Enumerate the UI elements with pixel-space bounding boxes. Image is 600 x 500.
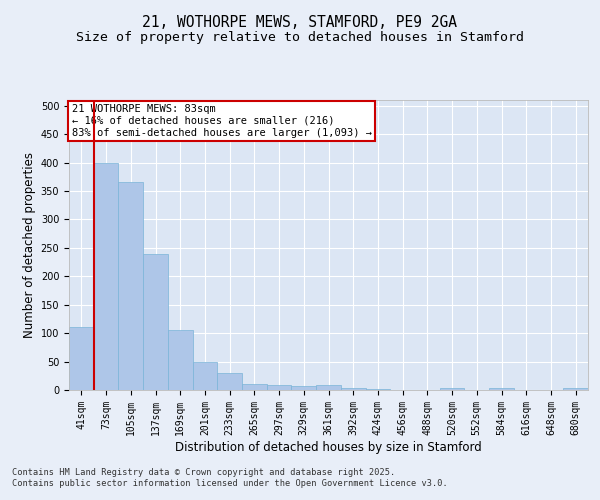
Text: Size of property relative to detached houses in Stamford: Size of property relative to detached ho… xyxy=(76,31,524,44)
Bar xyxy=(489,388,514,390)
Bar xyxy=(217,373,242,390)
Bar xyxy=(316,386,341,390)
Bar xyxy=(168,330,193,390)
Text: 21, WOTHORPE MEWS, STAMFORD, PE9 2GA: 21, WOTHORPE MEWS, STAMFORD, PE9 2GA xyxy=(143,15,458,30)
Bar xyxy=(242,384,267,390)
Bar xyxy=(143,254,168,390)
Bar xyxy=(193,362,217,390)
Text: 21 WOTHORPE MEWS: 83sqm
← 16% of detached houses are smaller (216)
83% of semi-d: 21 WOTHORPE MEWS: 83sqm ← 16% of detache… xyxy=(71,104,371,138)
Bar xyxy=(69,328,94,390)
Text: Contains HM Land Registry data © Crown copyright and database right 2025.
Contai: Contains HM Land Registry data © Crown c… xyxy=(12,468,448,487)
X-axis label: Distribution of detached houses by size in Stamford: Distribution of detached houses by size … xyxy=(175,440,482,454)
Bar xyxy=(341,388,365,390)
Bar xyxy=(440,388,464,390)
Bar xyxy=(292,386,316,390)
Bar xyxy=(118,182,143,390)
Y-axis label: Number of detached properties: Number of detached properties xyxy=(23,152,37,338)
Bar xyxy=(94,162,118,390)
Bar xyxy=(267,386,292,390)
Bar xyxy=(563,388,588,390)
